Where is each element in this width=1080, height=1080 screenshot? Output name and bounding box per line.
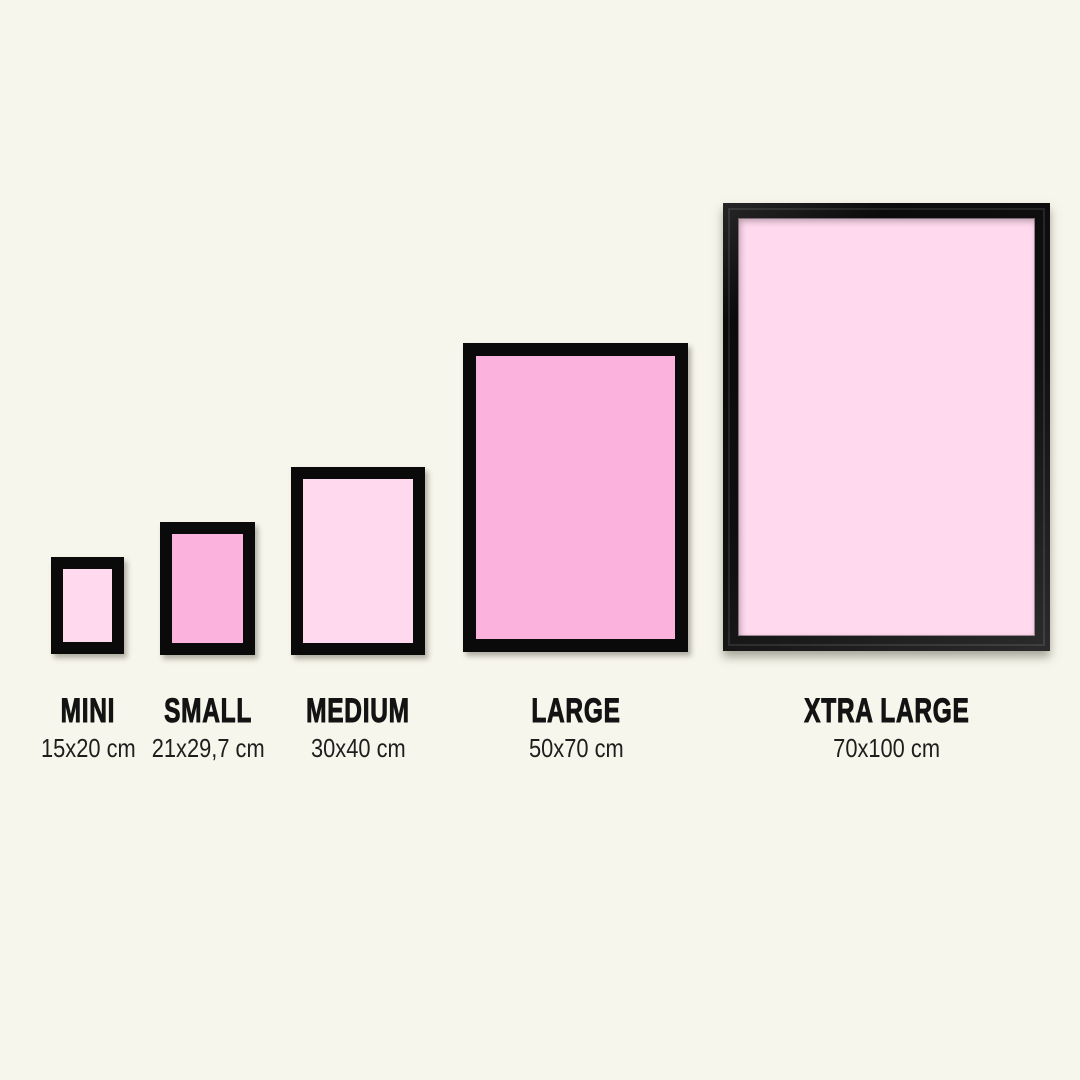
poster-xtra-large	[738, 218, 1035, 636]
poster-large	[476, 356, 675, 639]
size-label-xtra-large: XTRA LARGE	[762, 691, 1012, 731]
frame-large	[463, 343, 688, 652]
size-label-small-text: SMALL	[164, 692, 252, 731]
size-label-small: SMALL	[108, 691, 308, 731]
caption-mini: MINI 15x20 cm	[0, 691, 188, 764]
size-dimensions-small: 21x29,7 cm	[108, 733, 308, 763]
frame-mini	[51, 557, 124, 654]
size-label-medium: MEDIUM	[258, 691, 458, 731]
size-dimensions-large-text: 50x70 cm	[528, 733, 624, 763]
size-label-large-text: LARGE	[531, 692, 621, 731]
poster-medium	[303, 479, 413, 643]
size-label-mini-text: MINI	[60, 692, 116, 731]
caption-medium: MEDIUM 30x40 cm	[258, 691, 458, 764]
size-dimensions-small-text: 21x29,7 cm	[151, 733, 265, 763]
size-label-mini: MINI	[0, 691, 188, 731]
caption-large: LARGE 50x70 cm	[476, 691, 676, 764]
poster-small	[172, 534, 243, 643]
size-dimensions-medium: 30x40 cm	[258, 733, 458, 763]
size-dimensions-xtra-large: 70x100 cm	[762, 733, 1012, 763]
size-dimensions-mini-text: 15x20 cm	[40, 733, 136, 763]
frame-small	[160, 522, 255, 655]
caption-small: SMALL 21x29,7 cm	[108, 691, 308, 764]
poster-mini	[63, 569, 112, 642]
size-label-medium-text: MEDIUM	[306, 692, 410, 731]
caption-xtra-large: XTRA LARGE 70x100 cm	[762, 691, 1012, 764]
size-label-xtra-large-text: XTRA LARGE	[804, 692, 970, 731]
frame-xtra-large	[723, 203, 1050, 651]
size-dimensions-mini: 15x20 cm	[0, 733, 188, 763]
frame-medium	[291, 467, 425, 655]
size-label-large: LARGE	[476, 691, 676, 731]
size-dimensions-xtra-large-text: 70x100 cm	[833, 733, 941, 763]
size-dimensions-large: 50x70 cm	[476, 733, 676, 763]
size-dimensions-medium-text: 30x40 cm	[310, 733, 406, 763]
